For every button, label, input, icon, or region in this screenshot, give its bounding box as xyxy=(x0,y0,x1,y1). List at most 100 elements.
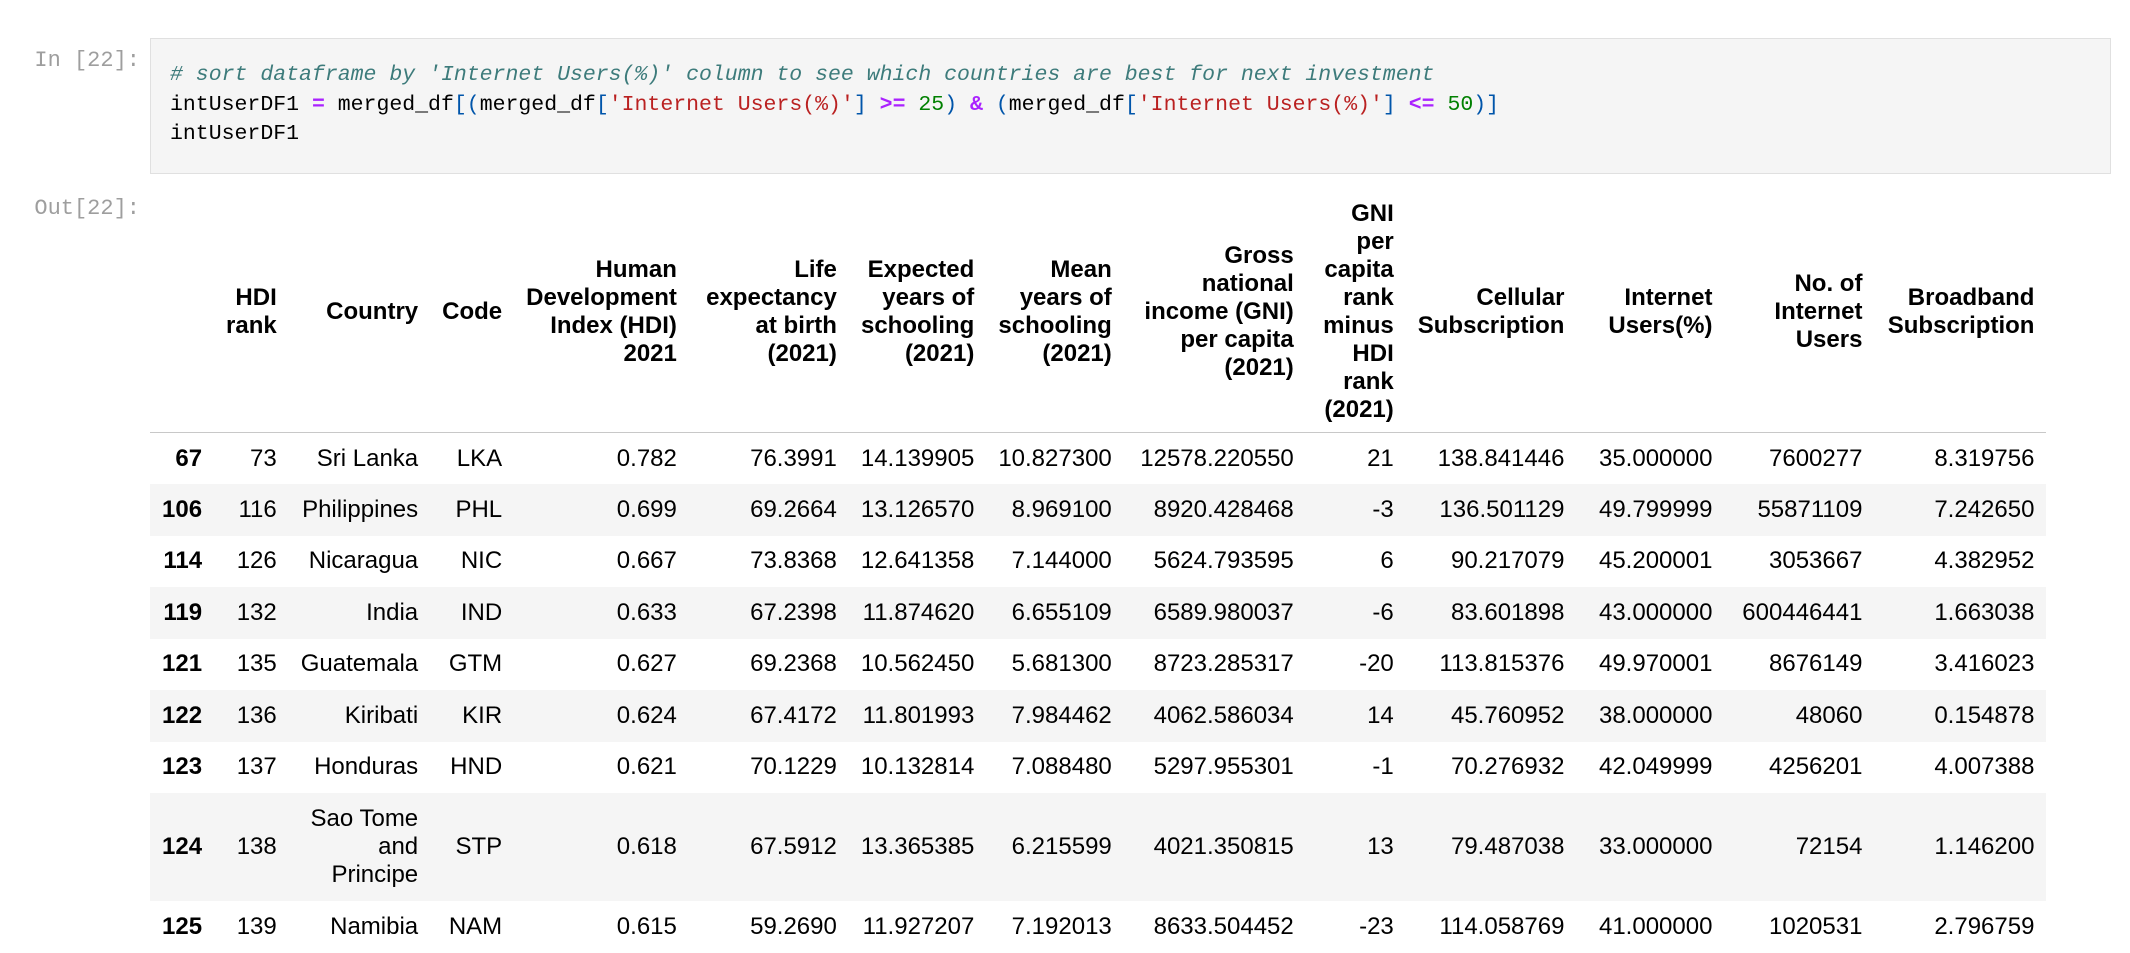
code-line-2: intUserDF1 = merged_df[(merged_df['Inter… xyxy=(170,92,1500,117)
cell-expected-schooling: 14.139905 xyxy=(860,444,975,472)
cell-country: Namibia xyxy=(330,912,419,940)
column-header-life-expectancy: Life expectancy at birth (2021) xyxy=(688,196,849,433)
cell-code: LKA xyxy=(456,444,503,472)
cell-country: Guatemala xyxy=(300,650,419,678)
cell-gni-rank-minus-hdi: 13 xyxy=(1367,833,1394,860)
cell-code: GTM xyxy=(448,650,503,678)
cell-code: NIC xyxy=(460,547,503,575)
cell-cellular: 90.217079 xyxy=(1450,547,1565,575)
table-row: 125 139 Namibia NAM 0.615 59.2690 11.927… xyxy=(150,901,2046,953)
column-header-index xyxy=(150,196,215,433)
cell-code: STP xyxy=(455,833,503,860)
column-header-internet-users-pct: Internet Users(%) xyxy=(1576,196,1725,433)
cell-gni-per-capita: 5624.793595 xyxy=(1153,547,1294,575)
cell-mean-schooling: 7.984462 xyxy=(1011,701,1112,729)
cell-hdi: 0.782 xyxy=(616,444,677,472)
cell-mean-schooling: 10.827300 xyxy=(998,444,1112,472)
column-header-gni-per-capita: Gross national income (GNI) per capita (… xyxy=(1123,196,1306,433)
cell-expected-schooling: 10.132814 xyxy=(860,753,975,781)
cell-hdi: 0.667 xyxy=(616,547,677,575)
table-row: 121 135 Guatemala GTM 0.627 69.2368 10.5… xyxy=(150,639,2046,691)
table-row: 124 138 Sao Tome and Principe STP 0.618 … xyxy=(150,793,2047,901)
cell-mean-schooling: 6.655109 xyxy=(1011,598,1112,626)
cell-gni-rank-minus-hdi: 14 xyxy=(1367,701,1394,729)
cell-code: KIR xyxy=(462,701,503,729)
cell-hdi: 0.627 xyxy=(616,650,677,678)
table-row: 114 126 Nicaragua NIC 0.667 73.8368 12.6… xyxy=(150,536,2046,588)
cell-cellular: 83.601898 xyxy=(1450,598,1565,626)
cell-life-expectancy: 73.8368 xyxy=(750,547,837,575)
cell-hdi: 0.615 xyxy=(616,912,677,940)
cell-broadband: 7.242650 xyxy=(1934,495,2035,523)
cell-expected-schooling: 10.562450 xyxy=(860,650,975,678)
cell-country: India xyxy=(366,598,419,626)
cell-internet-users-pct: 49.970001 xyxy=(1598,650,1713,678)
cell-internet-users-pct: 38.000000 xyxy=(1598,701,1713,729)
cell-hdi-rank: 138 xyxy=(236,833,277,860)
column-header-cellular: Cellular Subscription xyxy=(1405,196,1577,433)
cell-country: Nicaragua xyxy=(308,547,419,575)
cell-no-internet-users: 55871109 xyxy=(1757,495,1863,523)
cell-code: PHL xyxy=(455,495,503,523)
cell-internet-users-pct: 42.049999 xyxy=(1598,753,1713,781)
cell-hdi-rank: 132 xyxy=(236,598,277,626)
cell-gni-per-capita: 4021.350815 xyxy=(1153,833,1294,860)
row-index: 106 xyxy=(162,495,203,523)
cell-country: Sao Tome and Principe xyxy=(310,805,419,888)
cell-no-internet-users: 8676149 xyxy=(1769,650,1863,678)
cell-hdi: 0.633 xyxy=(616,598,677,626)
row-index: 119 xyxy=(163,598,203,626)
cell-mean-schooling: 6.215599 xyxy=(1011,833,1112,860)
cell-internet-users-pct: 43.000000 xyxy=(1598,598,1713,626)
cell-life-expectancy: 67.4172 xyxy=(750,701,837,729)
cell-broadband: 2.796759 xyxy=(1934,912,2035,940)
cell-broadband: 8.319756 xyxy=(1934,444,2035,472)
cell-gni-per-capita: 6589.980037 xyxy=(1153,598,1294,626)
cell-gni-per-capita: 8633.504452 xyxy=(1153,912,1294,940)
row-index: 122 xyxy=(162,701,203,729)
cell-expected-schooling: 13.365385 xyxy=(860,833,975,860)
row-index: 121 xyxy=(162,650,203,678)
input-prompt: In [22]: xyxy=(34,48,140,73)
cell-life-expectancy: 59.2690 xyxy=(750,912,837,940)
column-header-no-internet-users: No. of Internet Users xyxy=(1724,196,1875,433)
cell-hdi-rank: 139 xyxy=(236,912,277,940)
cell-broadband: 4.382952 xyxy=(1934,547,2035,575)
cell-hdi-rank: 73 xyxy=(250,444,277,472)
cell-gni-rank-minus-hdi: -1 xyxy=(1372,753,1394,781)
cell-country: Kiribati xyxy=(344,701,419,729)
cell-internet-users-pct: 41.000000 xyxy=(1598,912,1713,940)
cell-no-internet-users: 3053667 xyxy=(1769,547,1863,575)
code-cell-input[interactable]: # sort dataframe by 'Internet Users(%)' … xyxy=(150,38,2111,174)
cell-gni-per-capita: 12578.220550 xyxy=(1140,444,1294,472)
cell-hdi: 0.618 xyxy=(616,833,677,860)
cell-mean-schooling: 8.969100 xyxy=(1011,495,1112,523)
cell-broadband: 0.154878 xyxy=(1934,701,2035,729)
row-index: 124 xyxy=(162,833,203,860)
cell-life-expectancy: 67.5912 xyxy=(750,833,837,860)
cell-hdi-rank: 135 xyxy=(236,650,277,678)
cell-broadband: 1.663038 xyxy=(1934,598,2035,626)
cell-cellular: 79.487038 xyxy=(1450,833,1565,860)
cell-hdi-rank: 137 xyxy=(236,753,277,781)
cell-expected-schooling: 11.874620 xyxy=(862,598,975,626)
cell-gni-rank-minus-hdi: -23 xyxy=(1359,912,1394,940)
cell-country: Honduras xyxy=(314,753,419,781)
cell-hdi-rank: 116 xyxy=(238,495,277,523)
output-prompt: Out[22]: xyxy=(34,196,140,221)
column-header-mean-schooling: Mean years of schooling (2021) xyxy=(986,196,1124,433)
cell-gni-rank-minus-hdi: 6 xyxy=(1380,547,1394,575)
column-header-code: Code xyxy=(430,196,515,433)
cell-internet-users-pct: 35.000000 xyxy=(1598,444,1713,472)
cell-mean-schooling: 7.192013 xyxy=(1011,912,1112,940)
cell-expected-schooling: 11.801993 xyxy=(862,701,975,729)
cell-mean-schooling: 7.144000 xyxy=(1011,547,1112,575)
column-header-expected-schooling: Expected years of schooling (2021) xyxy=(848,196,987,433)
code-comment: # sort dataframe by 'Internet Users(%)' … xyxy=(170,63,1435,87)
cell-hdi-rank: 126 xyxy=(236,547,277,575)
cell-hdi: 0.621 xyxy=(616,753,677,781)
cell-cellular: 138.841446 xyxy=(1437,444,1565,472)
cell-code: IND xyxy=(460,598,503,626)
output-area: HDI rank Country Code Human Development … xyxy=(150,196,2047,953)
row-index: 123 xyxy=(162,753,203,781)
